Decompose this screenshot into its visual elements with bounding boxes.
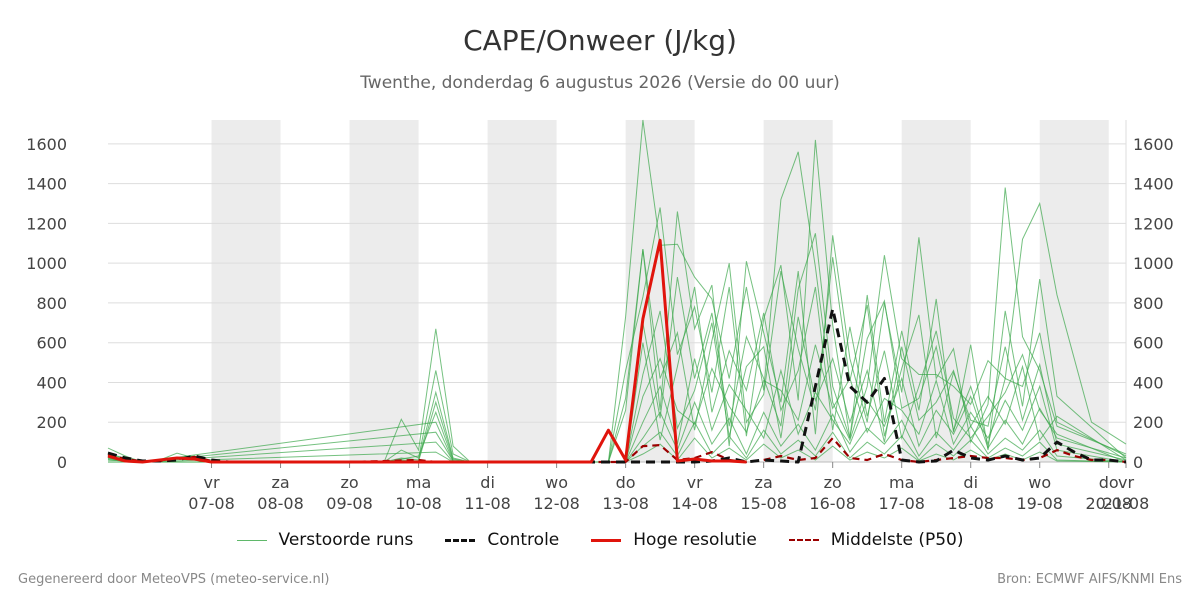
legend-swatch-hoge-resolutie [591, 538, 622, 542]
x-tick-date: 15-08 [740, 494, 787, 513]
chart-title: CAPE/Onweer (J/kg) [463, 24, 737, 57]
legend-item-verstoorde-runs[interactable]: Verstoorde runs [236, 530, 414, 550]
x-tick-date: 12-08 [533, 494, 580, 513]
x-tick-date: 16-08 [809, 494, 856, 513]
ensemble-member-line [107, 358, 1127, 463]
y-tick-label-right: 200 [1133, 413, 1164, 432]
x-tick-day: zo [340, 473, 358, 492]
x-tick-day: vr [1118, 473, 1134, 492]
legend-swatch-middelste [788, 539, 819, 541]
footer-generator: Gegenereerd door MeteoVPS (meteo-service… [18, 572, 330, 587]
x-tick-day: ma [889, 473, 914, 492]
x-tick-date: 19-08 [1016, 494, 1063, 513]
legend-label-middelste: Middelste (P50) [830, 530, 964, 550]
series-line-hoge-resolutie [107, 238, 747, 464]
legend-label-hoge-resolutie: Hoge resolutie [633, 530, 757, 550]
x-tick-day: za [755, 473, 773, 492]
legend-item-middelste[interactable]: Middelste (P50) [788, 530, 964, 550]
legend-swatch-controle [445, 538, 476, 542]
x-tick-date: 07-08 [188, 494, 235, 513]
x-tick-day: zo [824, 473, 842, 492]
ensemble-member-line [107, 400, 1127, 463]
chart-subtitle: Twenthe, donderdag 6 augustus 2026 (Vers… [360, 73, 840, 93]
weekend-band [211, 120, 281, 462]
x-tick-day: za [271, 473, 289, 492]
weekend-band [1039, 120, 1109, 462]
x-tick-date: 17-08 [878, 494, 925, 513]
weekend-band [487, 120, 557, 462]
ensemble-member-line [107, 249, 1127, 463]
y-tick-label-left: 800 [36, 294, 67, 313]
ensemble-member-line [107, 139, 1127, 463]
ensemble-member-line [107, 344, 1127, 463]
y-tick-label-left: 1000 [26, 254, 67, 273]
y-tick-label-right: 400 [1133, 373, 1164, 392]
x-tick-day: ma [406, 473, 431, 492]
y-tick-label-left: 1600 [26, 135, 67, 154]
y-tick-label-left: 0 [57, 453, 67, 472]
weekend-band [349, 120, 419, 462]
x-tick-day: di [963, 473, 978, 492]
y-tick-label-right: 1600 [1133, 135, 1174, 154]
y-tick-label-left: 1200 [26, 214, 67, 233]
x-tick-day: do [616, 473, 636, 492]
x-tick-day: vr [687, 473, 703, 492]
x-tick-date: 20-08 [1085, 494, 1132, 513]
ensemble-member-line [107, 233, 1127, 463]
x-tick-day: wo [545, 473, 568, 492]
legend-label-controle: Controle [487, 530, 560, 550]
x-tick-date: 14-08 [671, 494, 718, 513]
x-tick-date: 11-08 [464, 494, 511, 513]
y-tick-label-left: 1400 [26, 175, 67, 194]
x-tick-date: 13-08 [602, 494, 649, 513]
x-tick-day: do [1099, 473, 1119, 492]
y-tick-label-right: 600 [1133, 334, 1164, 353]
y-tick-label-right: 1200 [1133, 214, 1174, 233]
legend-item-hoge-resolutie[interactable]: Hoge resolutie [591, 530, 757, 550]
x-tick-date: 18-08 [947, 494, 994, 513]
x-tick-date: 09-08 [326, 494, 373, 513]
y-tick-label-left: 400 [36, 373, 67, 392]
x-tick-date: 21-08 [1103, 494, 1150, 513]
y-tick-label-right: 800 [1133, 294, 1164, 313]
x-tick-day: vr [204, 473, 220, 492]
y-tick-label-right: 1000 [1133, 254, 1174, 273]
legend-item-controle[interactable]: Controle [445, 530, 559, 550]
x-tick-day: di [480, 473, 495, 492]
x-tick-date: 08-08 [257, 494, 304, 513]
y-tick-label-left: 600 [36, 334, 67, 353]
ensemble-member-line [108, 421, 1127, 463]
footer-source: Bron: ECMWF AIFS/KNMI Ens [997, 572, 1182, 587]
x-tick-day: wo [1028, 473, 1051, 492]
legend-label-verstoorde-runs: Verstoorde runs [278, 530, 414, 550]
y-tick-label-left: 200 [36, 413, 67, 432]
x-tick-date: 10-08 [395, 494, 442, 513]
chart-legend: Verstoorde runs Controle Hoge resolutie … [0, 530, 1200, 550]
y-tick-label-right: 0 [1133, 453, 1143, 472]
y-tick-label-right: 1400 [1133, 175, 1174, 194]
legend-swatch-verstoorde-runs [236, 539, 267, 541]
